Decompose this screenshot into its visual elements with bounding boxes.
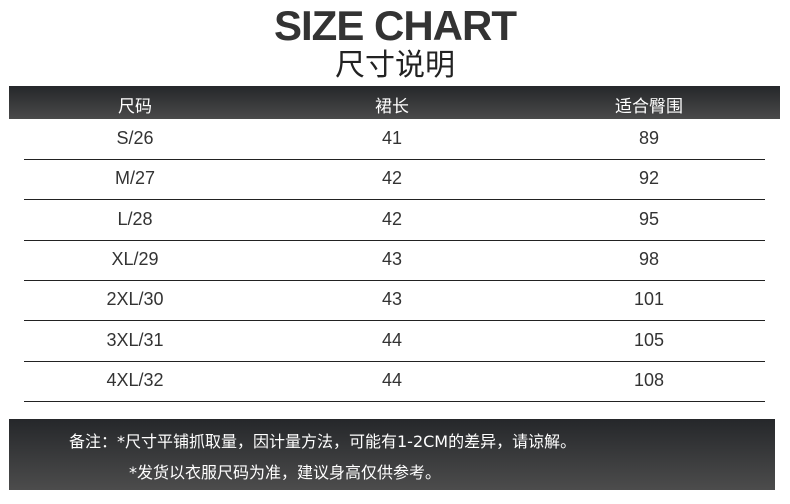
hip-cell: 105: [633, 329, 665, 350]
skirt-length-cell: 42: [381, 168, 403, 189]
hip-cell: 98: [638, 248, 660, 269]
size-cell: S/26: [116, 128, 154, 148]
skirt-length-cell: 44: [381, 369, 403, 390]
size-cell: 2XL/30: [106, 289, 164, 310]
header-skirt-length: 裙长: [375, 97, 409, 117]
skirt-length-cell: 43: [381, 248, 403, 269]
subtitle: 尺寸说明: [335, 48, 455, 83]
note-line: 备注：*尺寸平铺抓取量，因计量方法，可能有1-2CM的差异，请谅解。: [69, 432, 577, 451]
note-line: *发货以衣服尺码为准，建议身高仅供参考。: [129, 463, 442, 482]
skirt-length-cell: 41: [381, 128, 403, 148]
size-cell: M/27: [114, 168, 156, 189]
size-cell: 4XL/32: [106, 369, 164, 390]
size-cell: 3XL/31: [106, 329, 164, 350]
table-row: 3XL/31 44 105: [24, 321, 765, 362]
title: SIZE CHART: [274, 2, 517, 49]
table-row: L/28 42 95: [24, 200, 765, 241]
hip-cell: 95: [638, 208, 660, 229]
table-row: 4XL/32 44 108: [24, 361, 765, 402]
skirt-length-cell: 43: [381, 289, 403, 310]
notes-box: 备注：*尺寸平铺抓取量，因计量方法，可能有1-2CM的差异，请谅解。 *发货以衣…: [9, 419, 775, 490]
size-cell: L/28: [117, 208, 153, 229]
table-row: XL/29 43 98: [24, 240, 765, 281]
skirt-length-cell: 44: [381, 329, 403, 350]
size-cell: XL/29: [111, 248, 159, 269]
hip-cell: 92: [638, 168, 660, 189]
table-row: 2XL/30 43 101: [24, 280, 765, 322]
header-size: 尺码: [118, 97, 152, 117]
table-header: 尺码 裙长 适合臀围: [9, 86, 780, 119]
table-row: S/26 41 89: [24, 119, 765, 160]
table-row: M/27 42 92: [24, 159, 765, 201]
header-hip: 适合臀围: [615, 97, 683, 117]
hip-cell: 101: [633, 289, 665, 310]
hip-cell: 89: [638, 128, 660, 148]
skirt-length-cell: 42: [381, 208, 403, 229]
hip-cell: 108: [633, 369, 665, 390]
